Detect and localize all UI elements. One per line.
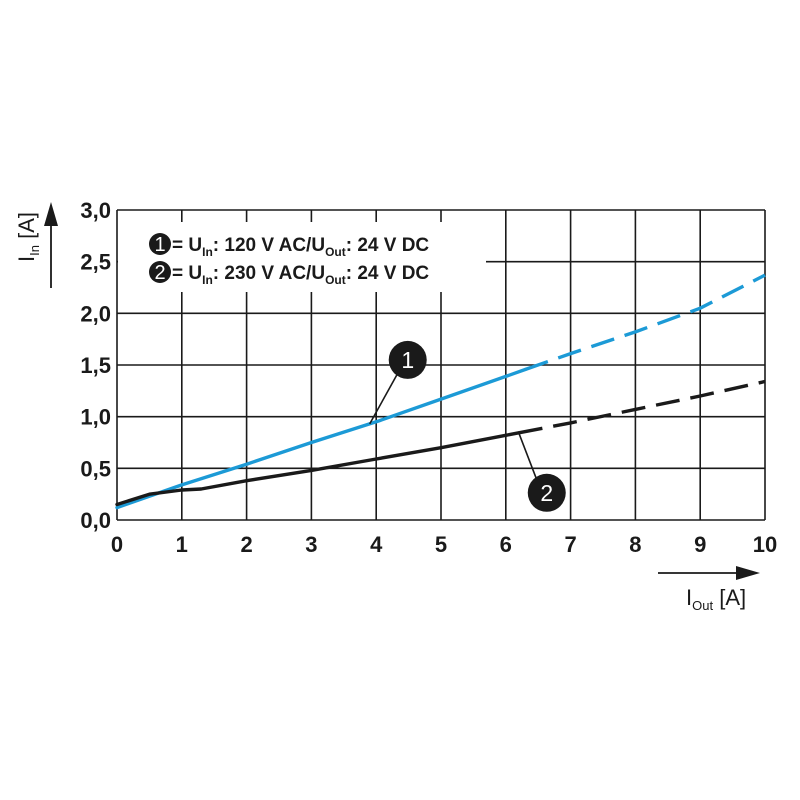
x-tick-label: 5 (435, 532, 447, 557)
x-tick-label: 8 (629, 532, 641, 557)
series-1-dashed-line (524, 273, 766, 372)
callout-label: 2 (540, 480, 553, 506)
x-tick-label: 7 (564, 532, 576, 557)
annotations: 12 (369, 340, 566, 512)
legend-entry-text: = UIn: 120 V AC/UOut: 24 V DC (172, 235, 429, 259)
legend-entry-text: = UIn: 230 V AC/UOut: 24 V DC (172, 263, 429, 287)
callout-label: 1 (401, 347, 414, 373)
callout-marker (527, 473, 566, 512)
y-tick-label: 2,0 (80, 301, 111, 326)
legend-box (118, 222, 486, 292)
legend: 1 = UIn: 120 V AC/UOut: 24 V DC 2 = UIn: … (118, 222, 486, 292)
x-tick-label: 3 (305, 532, 317, 557)
y-tick-label: 1,0 (80, 405, 111, 430)
y-tick-label: 1,5 (80, 353, 111, 378)
x-tick-label: 0 (111, 532, 123, 557)
legend-marker (149, 233, 171, 255)
series-2-line (115, 431, 521, 507)
y-tick-label: 0,5 (80, 456, 111, 481)
tick-labels: 0 1 2 3 4 5 6 7 8 9 100,00,51,01,52,02,53,0 (80, 198, 777, 557)
x-tick-label: 10 (753, 532, 777, 557)
x-axis-title: IOut [A] (686, 585, 746, 613)
x-tick-label: 6 (500, 532, 512, 557)
x-tick-label: 1 (176, 532, 188, 557)
legend-marker-label: 1 (154, 234, 165, 256)
y-axis-title: IIn [A] (14, 212, 42, 262)
x-tick-label: 4 (370, 532, 383, 557)
x-tick-label: 2 (240, 532, 252, 557)
callout-marker (388, 340, 427, 379)
axis-titles: IOut [A] IIn [A] (14, 202, 760, 613)
y-tick-label: 2,5 (80, 250, 111, 275)
y-tick-label: 3,0 (80, 198, 111, 223)
series-1-line (115, 367, 527, 510)
legend-marker-label: 2 (154, 262, 165, 284)
series-lines (115, 273, 766, 510)
y-axis-arrow-head (44, 202, 58, 226)
y-tick-label: 0,0 (80, 508, 111, 533)
callout-leader (369, 373, 398, 425)
callout-leader (518, 432, 538, 479)
x-axis-arrow-head (736, 566, 760, 580)
legend-marker (149, 261, 171, 283)
x-tick-label: 9 (694, 532, 706, 557)
series-2-dashed-line (518, 379, 766, 435)
